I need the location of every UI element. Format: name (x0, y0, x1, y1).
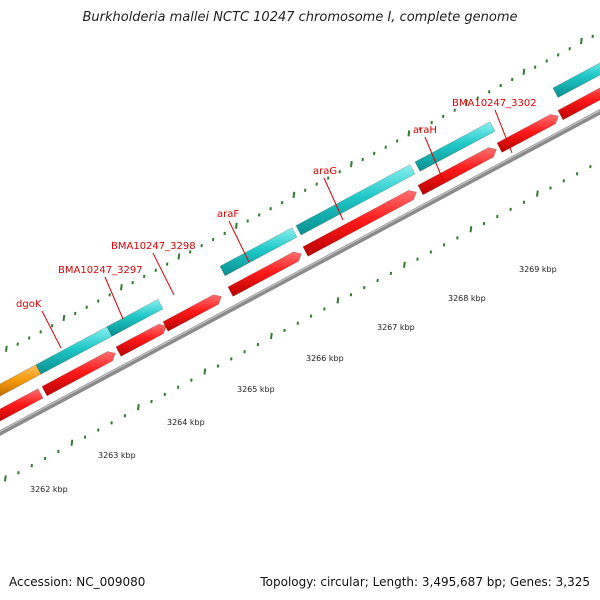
gene-label-leader (41, 310, 62, 349)
feature-tick (407, 130, 411, 137)
gene-label: araF (217, 209, 239, 220)
cds-block (115, 323, 167, 357)
gene-block (219, 227, 298, 277)
map-title: Burkholderia mallei NCTC 10247 chromosom… (82, 10, 518, 25)
scale-label: 3265 kbp (237, 385, 275, 394)
feature-tick (522, 68, 526, 75)
scale-tick (70, 439, 74, 446)
feature-tick (177, 253, 181, 260)
scale-label: 3264 kbp (167, 418, 205, 427)
feature-tick (5, 345, 8, 352)
cds-block (162, 294, 222, 332)
scale-label: 3262 kbp (30, 485, 68, 494)
cds-block (302, 190, 417, 257)
topology-text: Topology: circular; Length: 3,495,687 bp… (260, 575, 590, 589)
feature-tick (350, 161, 353, 168)
feature-tick (580, 37, 583, 45)
backbone-layer (0, 109, 600, 436)
gene-block (414, 121, 496, 172)
feature-tick (120, 284, 123, 291)
backbone-line (0, 109, 600, 436)
labels-layer: 3262 kbp 3263 kbp 3264 kbp 3265 kbp 3266 kbp… (16, 98, 557, 494)
scale-tick (536, 190, 539, 197)
gene-block (552, 62, 600, 98)
gene-label-leader (104, 276, 124, 320)
gene-label: araH (413, 125, 437, 136)
scale-label: 3268 kbp (448, 294, 486, 303)
scale-label: 3266 kbp (306, 354, 344, 363)
cds-block (417, 147, 497, 196)
feature-tick (235, 222, 238, 229)
scale-tick (270, 332, 273, 340)
gene-block (295, 164, 416, 236)
feature-tick (292, 191, 296, 199)
gene-label: araG (313, 166, 337, 177)
scale-tick (137, 404, 140, 411)
cds-block (557, 87, 600, 121)
scale-label: 3269 kbp (519, 265, 557, 274)
scale-tick (469, 226, 473, 233)
gene-block (106, 298, 164, 337)
cds-block (496, 114, 559, 153)
gene-label: BMA10247_3298 (111, 241, 196, 252)
cds-block (0, 388, 44, 422)
scale-label: 3267 kbp (377, 323, 415, 332)
gene-label-leader (494, 109, 513, 154)
scale-tick (203, 368, 207, 375)
gene-label-leader (228, 220, 250, 263)
feature-tick (62, 314, 66, 322)
features-layer (0, 62, 600, 422)
scale-tick (403, 261, 406, 268)
gene-label-leader (323, 177, 344, 221)
scale-ticks-layer (4, 34, 594, 482)
scale-tick (4, 475, 7, 482)
scale-tick (336, 297, 340, 304)
gene-label: BMA10247_3297 (58, 265, 143, 276)
cds-block (227, 251, 302, 297)
backbone-highlight (0, 109, 600, 433)
cds-block (41, 351, 116, 397)
gene-label-leader (424, 136, 444, 181)
gene-label: dgoK (16, 299, 42, 310)
accession-text: Accession: NC_009080 (9, 575, 146, 589)
gene-label-leader (152, 252, 175, 296)
scale-label: 3263 kbp (98, 451, 136, 460)
feature-tick (465, 99, 468, 106)
gene-label: BMA10247_3302 (452, 98, 537, 109)
